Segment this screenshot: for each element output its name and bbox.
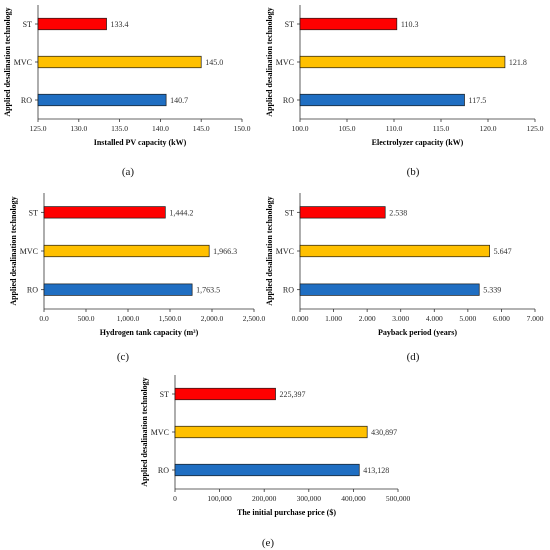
x-axis-title: Hydrogen tank capacity (m³) bbox=[100, 328, 199, 337]
category-label: MVC bbox=[20, 247, 38, 256]
category-label: ST bbox=[29, 208, 38, 217]
category-label: RO bbox=[158, 466, 169, 475]
y-axis-title: Applied desalination technology bbox=[140, 377, 149, 486]
data-label: 225,397 bbox=[280, 390, 306, 399]
chart-panel-b: 100.0 105.0 110.0 115.0 120.0 125.0 ST 110.3 MVC… bbox=[265, 5, 544, 178]
x-tick-label: 2,000.0 bbox=[201, 314, 224, 323]
chart-panel-d: 0.000 1.000 2.000 3.000 4.000 5.000 6.000 7.000… bbox=[265, 193, 544, 363]
x-tick-label: 1,000.0 bbox=[117, 314, 140, 323]
x-tick-label: 105.0 bbox=[339, 124, 356, 133]
x-tick-label: 200,000 bbox=[252, 494, 277, 503]
bar-st bbox=[37, 17, 107, 31]
category-label: MVC bbox=[151, 428, 169, 437]
x-tick-label: 100.0 bbox=[292, 124, 309, 133]
bar-st bbox=[299, 206, 386, 219]
x-tick-label: 300,000 bbox=[297, 494, 322, 503]
x-tick-label: 1.000 bbox=[325, 314, 342, 323]
x-axis-title: Payback period (years) bbox=[378, 328, 457, 337]
x-tick-label: 100,000 bbox=[207, 494, 232, 503]
panel-label: (e) bbox=[262, 537, 275, 549]
x-tick-label: 140.0 bbox=[152, 124, 169, 133]
y-axis-title: Applied desalination technology bbox=[265, 7, 274, 116]
data-label: 121.8 bbox=[509, 58, 527, 67]
x-tick-label: 115.0 bbox=[433, 124, 450, 133]
category-label: ST bbox=[160, 390, 169, 399]
category-label: MVC bbox=[14, 58, 32, 67]
category-label: RO bbox=[27, 286, 38, 295]
data-label: 133.4 bbox=[111, 20, 129, 29]
data-label: 140.7 bbox=[170, 96, 188, 105]
x-tick-label: 145.0 bbox=[193, 124, 210, 133]
x-axis-title: The initial purchase price ($) bbox=[237, 508, 336, 517]
bar-mvc bbox=[174, 425, 368, 439]
category-label: RO bbox=[283, 96, 294, 105]
bar-st bbox=[299, 17, 398, 31]
x-tick-label: 120.0 bbox=[480, 124, 497, 133]
x-axis-title: Installed PV capacity (kW) bbox=[94, 138, 187, 147]
panel-label: (d) bbox=[407, 351, 420, 363]
y-axis-title: Applied desalination technology bbox=[265, 196, 274, 305]
data-label: 1,966.3 bbox=[213, 247, 237, 256]
bar-mvc bbox=[299, 55, 506, 69]
bar-ro bbox=[43, 283, 193, 296]
bar-ro bbox=[299, 93, 465, 107]
bar-ro bbox=[299, 283, 480, 296]
x-tick-label: 2.000 bbox=[359, 314, 376, 323]
bar-st bbox=[43, 206, 166, 219]
data-label: 145.0 bbox=[205, 58, 223, 67]
y-axis-title: Applied desalination technology bbox=[9, 196, 18, 305]
x-tick-label: 5.000 bbox=[459, 314, 476, 323]
x-tick-label: 0.000 bbox=[292, 314, 309, 323]
x-tick-label: 150.0 bbox=[234, 124, 251, 133]
category-label: ST bbox=[23, 20, 32, 29]
category-label: ST bbox=[285, 208, 294, 217]
chart-panel-c: 0.0 500.0 1,000.0 1,500.0 2,000.0 2,500.0 ST 1,… bbox=[9, 193, 266, 363]
data-label: 110.3 bbox=[401, 20, 419, 29]
data-label: 2.538 bbox=[389, 208, 407, 217]
data-label: 430,897 bbox=[371, 428, 397, 437]
x-tick-label: 135.0 bbox=[111, 124, 128, 133]
x-tick-label: 4.000 bbox=[426, 314, 443, 323]
x-tick-label: 3.000 bbox=[392, 314, 409, 323]
x-axis-title: Electrolyzer capacity (kW) bbox=[372, 138, 464, 147]
bar-ro bbox=[174, 463, 360, 477]
bar-st bbox=[174, 387, 276, 401]
category-label: RO bbox=[283, 286, 294, 295]
x-tick-label: 0.0 bbox=[39, 314, 49, 323]
x-tick-label: 110.0 bbox=[386, 124, 403, 133]
bar-mvc bbox=[299, 244, 490, 258]
y-axis-title: Applied desalination technology bbox=[3, 7, 12, 116]
bar-ro bbox=[37, 93, 167, 107]
data-label: 1,444.2 bbox=[169, 208, 193, 217]
data-label: 5.647 bbox=[494, 247, 512, 256]
panel-label: (c) bbox=[117, 351, 130, 363]
x-tick-label: 500,000 bbox=[386, 494, 411, 503]
x-tick-label: 1,500.0 bbox=[159, 314, 182, 323]
data-label: 5.339 bbox=[483, 286, 501, 295]
x-tick-label: 6.000 bbox=[493, 314, 510, 323]
x-tick-label: 130.0 bbox=[70, 124, 87, 133]
x-tick-label: 125.0 bbox=[527, 124, 544, 133]
bar-mvc bbox=[37, 55, 202, 69]
category-label: ST bbox=[285, 20, 294, 29]
category-label: RO bbox=[21, 96, 32, 105]
x-tick-label: 7.000 bbox=[527, 314, 544, 323]
x-tick-label: 2,500.0 bbox=[243, 314, 266, 323]
x-tick-label: 400,000 bbox=[341, 494, 366, 503]
category-label: MVC bbox=[276, 58, 294, 67]
panel-label: (b) bbox=[407, 166, 420, 178]
chart-panel-a: 125.0 130.0 135.0 140.0 145.0 150.0 ST 133.4 MVC… bbox=[3, 5, 251, 178]
bar-mvc bbox=[43, 244, 210, 258]
category-label: MVC bbox=[276, 247, 294, 256]
data-label: 117.5 bbox=[469, 96, 487, 105]
x-tick-label: 500.0 bbox=[78, 314, 95, 323]
x-tick-label: 125.0 bbox=[30, 124, 47, 133]
data-label: 413,128 bbox=[363, 466, 389, 475]
x-tick-label: 0 bbox=[173, 494, 177, 503]
data-label: 1,763.5 bbox=[196, 286, 220, 295]
panel-label: (a) bbox=[122, 166, 135, 178]
chart-panel-e: 0 100,000 200,000 300,000 400,000 500,000 ST 22… bbox=[140, 375, 410, 549]
